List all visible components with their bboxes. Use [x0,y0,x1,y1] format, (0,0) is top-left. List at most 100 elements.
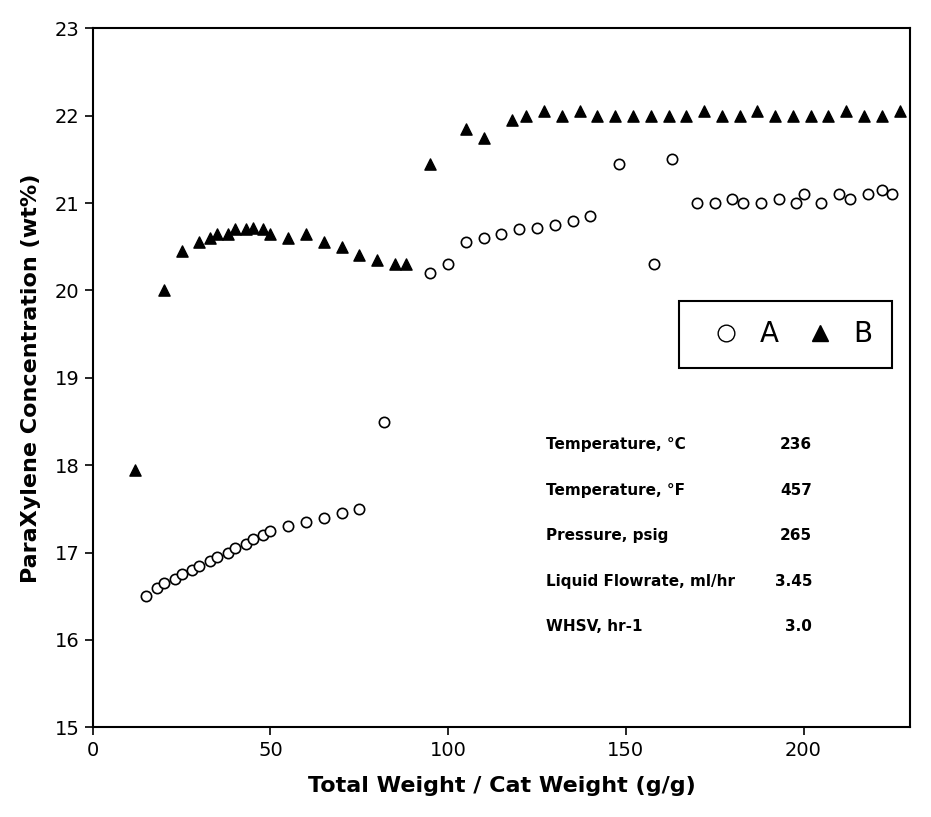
Point [192,559,207,572]
Point [192,236,207,249]
Text: 236: 236 [780,437,812,453]
Point [317,511,331,525]
Text: Temperature, °C: Temperature, °C [546,437,686,453]
Point [708,197,722,210]
Text: Liquid Flowrate, ml/hr: Liquid Flowrate, ml/hr [546,574,735,588]
Point [238,538,253,551]
Point [398,257,413,270]
Point [583,210,598,223]
Point [281,231,296,244]
Point [387,257,402,270]
Point [814,197,829,210]
Point [139,590,154,603]
Point [874,109,889,123]
Point [573,105,587,118]
X-axis label: Total Weight / Cat Weight (g/g): Total Weight / Cat Weight (g/g) [307,776,695,797]
Point [661,109,676,123]
Point [857,109,871,123]
Point [245,533,260,546]
Point [626,109,641,123]
Point [565,214,580,227]
Point [128,463,142,476]
Point [209,551,224,564]
Point [690,197,705,210]
Point [245,221,260,234]
Point [149,581,164,594]
Point [714,109,729,123]
Point [458,236,473,249]
Point [334,240,349,253]
Point [423,157,438,170]
Point [696,105,711,118]
Point [643,109,658,123]
Point [679,109,694,123]
Point [892,105,907,118]
Point [477,131,492,144]
Point [156,284,171,297]
Text: Pressure, psig: Pressure, psig [546,528,668,543]
Point [725,192,740,205]
Point [227,223,242,236]
Point [547,218,562,231]
Point [167,572,182,585]
Point [608,109,623,123]
Point [753,197,768,210]
Text: 457: 457 [780,483,812,498]
Point [263,227,278,240]
Point [377,415,392,428]
Point [458,123,473,136]
Point [612,157,627,170]
Point [299,516,314,529]
Point [352,502,367,516]
Point [555,109,570,123]
Point [221,227,236,240]
Point [494,227,509,240]
Point [749,105,764,118]
Point [263,525,278,538]
Point [590,109,605,123]
Point [789,197,803,210]
Point [821,109,836,123]
Point [203,555,218,568]
Point [732,109,747,123]
Point [238,223,253,236]
Text: WHSV, hr-1: WHSV, hr-1 [546,619,643,634]
Point [771,192,786,205]
Point [839,105,854,118]
Point [831,188,846,201]
Point [843,192,857,205]
Point [665,153,680,166]
Point [174,568,189,581]
Point [227,542,242,555]
Text: Temperature, °F: Temperature, °F [546,483,685,498]
Point [803,109,818,123]
Point [221,546,236,559]
Point [281,520,296,533]
Point [256,529,271,542]
Point [174,244,189,257]
Point [317,236,331,249]
Point [530,221,545,234]
Y-axis label: ParaXylene Concentration (wt%): ParaXylene Concentration (wt%) [20,173,41,583]
Point [156,577,171,590]
Point [477,231,492,244]
Point [874,184,889,197]
Point [185,564,200,577]
Point [735,197,750,210]
Point [440,257,455,270]
Point [334,507,349,520]
Point [519,109,533,123]
Point [209,227,224,240]
Point [885,188,900,201]
Point [299,227,314,240]
Point [256,223,271,236]
Point [768,109,783,123]
Point [370,253,385,266]
Point [505,114,519,127]
Point [796,188,811,201]
Point [423,266,438,279]
Point [512,223,527,236]
Point [860,188,875,201]
Point [786,109,801,123]
Point [352,249,367,262]
